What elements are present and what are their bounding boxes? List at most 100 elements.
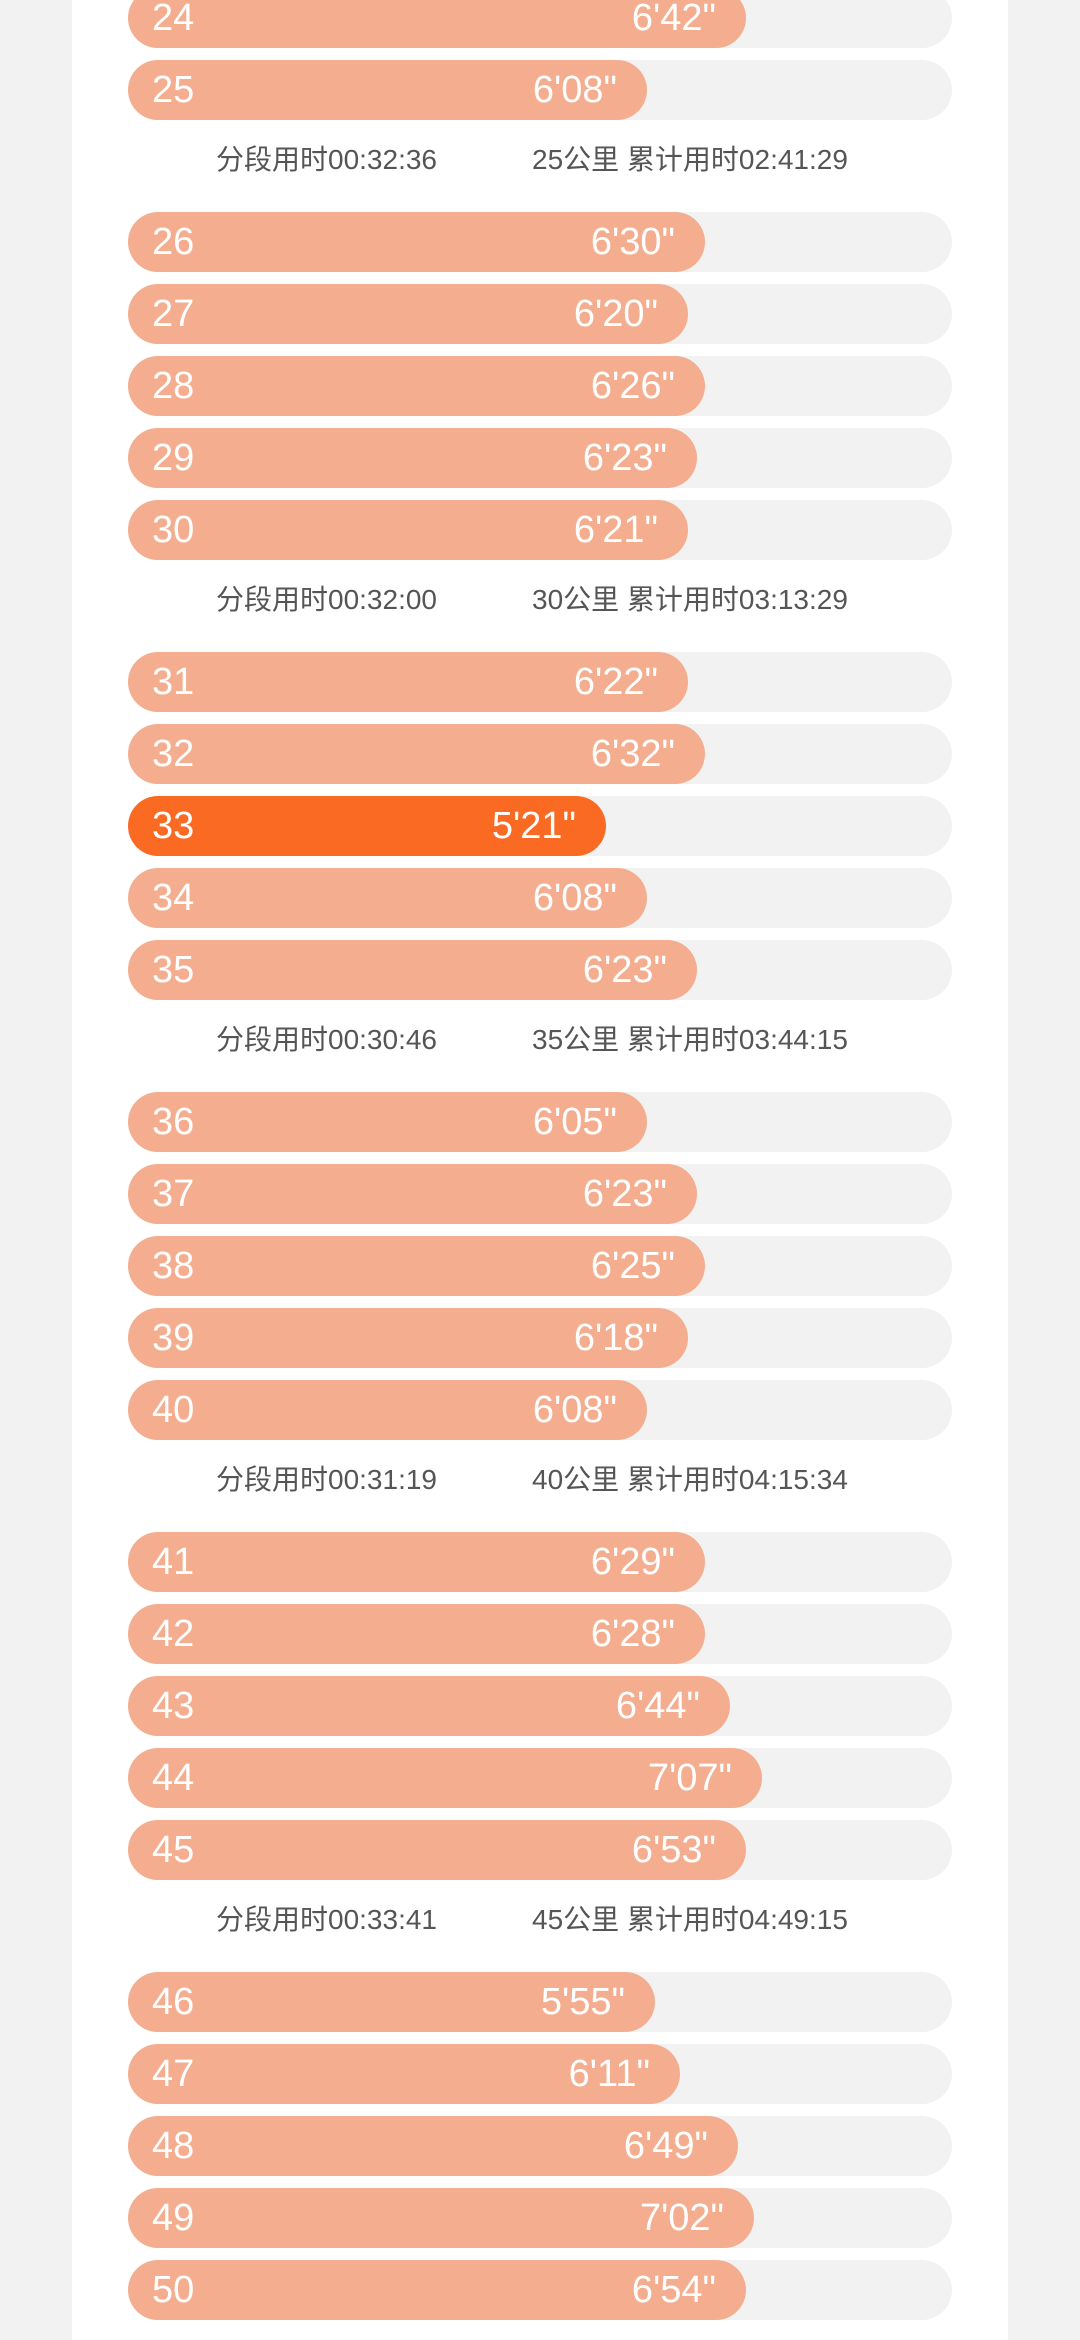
split-pace-label: 6'32"	[590, 733, 675, 775]
split-bar: 50 6'54"	[128, 2260, 746, 2320]
split-pace-label: 5'21"	[491, 805, 576, 847]
split-row-km-26: 26 6'30"	[128, 212, 952, 272]
split-km-label: 47	[152, 2053, 195, 2095]
segment-summary: 分段用时00:32:00 30公里 累计用时03:13:29	[128, 578, 952, 622]
split-bar: 32 6'32"	[128, 724, 705, 784]
cumulative-time: 25公里 累计用时02:41:29	[532, 144, 848, 175]
split-pace-label: 6'08"	[532, 69, 617, 111]
split-bar: 37 6'23"	[128, 1164, 697, 1224]
split-row-km-49: 49 7'02"	[128, 2188, 952, 2248]
segment-time: 分段用时00:32:00	[216, 584, 437, 615]
split-pace-label: 6'44"	[615, 1685, 700, 1727]
split-pace-label: 6'30"	[590, 221, 675, 263]
split-km-label: 32	[152, 733, 195, 775]
split-bar: 43 6'44"	[128, 1676, 730, 1736]
split-pace-label: 6'25"	[590, 1245, 675, 1287]
split-km-label: 25	[152, 69, 195, 111]
split-bar: 40 6'08"	[128, 1380, 647, 1440]
split-pace-label: 6'29"	[590, 1541, 675, 1583]
split-row-km-25: 25 6'08"	[128, 60, 952, 120]
split-bar: 38 6'25"	[128, 1236, 705, 1296]
split-km-label: 35	[152, 949, 195, 991]
split-bar-fastest: 33 5'21"	[128, 796, 606, 856]
split-bar: 36 6'05"	[128, 1092, 647, 1152]
split-pace-label: 5'55"	[540, 1981, 625, 2023]
split-pace-label: 6'42"	[631, 0, 716, 39]
split-km-label: 28	[152, 365, 195, 407]
split-bar: 29 6'23"	[128, 428, 697, 488]
split-bar: 42 6'28"	[128, 1604, 705, 1664]
split-row-km-34: 34 6'08"	[128, 868, 952, 928]
split-pace-label: 6'08"	[532, 1389, 617, 1431]
split-pace-label: 6'23"	[582, 1173, 667, 1215]
split-bar: 31 6'22"	[128, 652, 688, 712]
split-bar: 35 6'23"	[128, 940, 697, 1000]
split-bar: 39 6'18"	[128, 1308, 688, 1368]
split-row-km-38: 38 6'25"	[128, 1236, 952, 1296]
split-km-label: 48	[152, 2125, 195, 2167]
split-row-km-33: 33 5'21"	[128, 796, 952, 856]
split-km-label: 42	[152, 1613, 195, 1655]
split-km-label: 27	[152, 293, 195, 335]
split-km-label: 36	[152, 1101, 195, 1143]
split-pace-label: 6'54"	[631, 2269, 716, 2311]
split-km-label: 39	[152, 1317, 195, 1359]
split-pace-label: 6'49"	[623, 2125, 708, 2167]
split-pace-label: 6'53"	[631, 1829, 716, 1871]
split-row-km-47: 47 6'11"	[128, 2044, 952, 2104]
split-km-label: 31	[152, 661, 195, 703]
split-pace-label: 6'05"	[532, 1101, 617, 1143]
segment-time: 分段用时00:32:36	[216, 144, 437, 175]
split-row-km-44: 44 7'07"	[128, 1748, 952, 1808]
split-pace-label: 6'20"	[573, 293, 658, 335]
split-bar: 26 6'30"	[128, 212, 705, 272]
split-km-label: 46	[152, 1981, 195, 2023]
split-bar: 27 6'20"	[128, 284, 688, 344]
split-row-km-30: 30 6'21"	[128, 500, 952, 560]
split-pace-label: 6'26"	[590, 365, 675, 407]
split-bar: 47 6'11"	[128, 2044, 680, 2104]
split-row-km-24: 24 6'42"	[128, 0, 952, 48]
split-km-label: 50	[152, 2269, 195, 2311]
split-row-km-27: 27 6'20"	[128, 284, 952, 344]
split-row-km-39: 39 6'18"	[128, 1308, 952, 1368]
segment-summary: 分段用时00:30:46 35公里 累计用时03:44:15	[128, 1018, 952, 1062]
split-row-km-45: 45 6'53"	[128, 1820, 952, 1880]
split-bar: 46 5'55"	[128, 1972, 655, 2032]
split-row-km-50: 50 6'54"	[128, 2260, 952, 2320]
split-row-km-36: 36 6'05"	[128, 1092, 952, 1152]
split-bar: 49 7'02"	[128, 2188, 754, 2248]
split-row-km-40: 40 6'08"	[128, 1380, 952, 1440]
split-pace-label: 7'02"	[639, 2197, 724, 2239]
split-pace-label: 7'07"	[647, 1757, 732, 1799]
split-pace-label: 6'28"	[590, 1613, 675, 1655]
split-row-km-43: 43 6'44"	[128, 1676, 952, 1736]
split-km-label: 45	[152, 1829, 195, 1871]
segment-time: 分段用时00:33:41	[216, 1904, 437, 1935]
split-km-label: 37	[152, 1173, 195, 1215]
split-row-km-41: 41 6'29"	[128, 1532, 952, 1592]
split-pace-label: 6'22"	[573, 661, 658, 703]
split-pace-label: 6'23"	[582, 437, 667, 479]
split-bar: 41 6'29"	[128, 1532, 705, 1592]
split-bar: 30 6'21"	[128, 500, 688, 560]
split-km-label: 38	[152, 1245, 195, 1287]
split-km-label: 33	[152, 805, 195, 847]
split-km-label: 43	[152, 1685, 195, 1727]
segment-time: 分段用时00:30:46	[216, 1024, 437, 1055]
split-row-km-28: 28 6'26"	[128, 356, 952, 416]
split-bar: 48 6'49"	[128, 2116, 738, 2176]
split-km-label: 40	[152, 1389, 195, 1431]
split-row-km-46: 46 5'55"	[128, 1972, 952, 2032]
split-bar: 45 6'53"	[128, 1820, 746, 1880]
split-km-label: 26	[152, 221, 195, 263]
split-bar: 24 6'42"	[128, 0, 746, 48]
split-row-km-35: 35 6'23"	[128, 940, 952, 1000]
split-km-label: 44	[152, 1757, 195, 1799]
split-bar: 25 6'08"	[128, 60, 647, 120]
split-row-km-29: 29 6'23"	[128, 428, 952, 488]
split-km-label: 29	[152, 437, 195, 479]
split-row-km-37: 37 6'23"	[128, 1164, 952, 1224]
cumulative-time: 30公里 累计用时03:13:29	[532, 584, 848, 615]
segment-summary: 分段用时00:32:36 25公里 累计用时02:41:29	[128, 138, 952, 182]
